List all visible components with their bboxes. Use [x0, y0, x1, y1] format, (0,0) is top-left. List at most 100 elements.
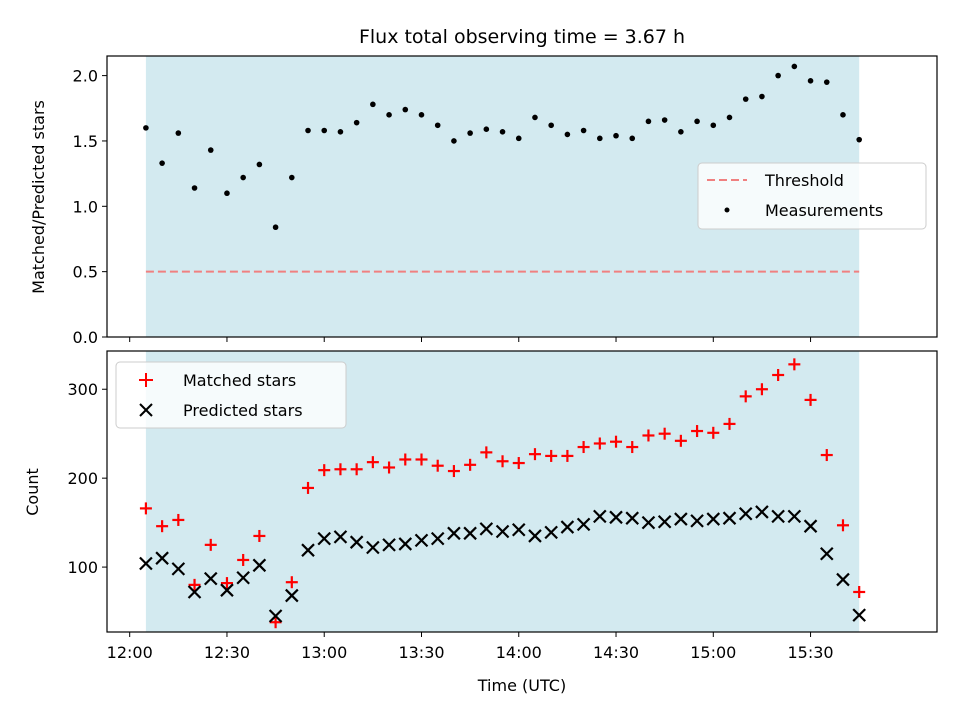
measurement-point	[337, 129, 344, 135]
matched-star-point	[366, 456, 379, 469]
matched-star-point	[642, 429, 655, 442]
matched-star-point	[755, 383, 768, 396]
predicted-star-point	[771, 509, 785, 524]
predicted-star-point	[382, 538, 396, 552]
measurement-point	[580, 127, 587, 134]
x-tick-label: 14:00	[496, 643, 542, 662]
matched-star-point	[237, 553, 250, 566]
matched-star-point	[561, 449, 574, 462]
predicted-star-point	[495, 524, 510, 539]
measurement-point	[224, 190, 230, 197]
matched-star-point	[820, 449, 833, 462]
predicted-star-point	[333, 530, 348, 544]
measurement-point	[143, 125, 149, 131]
predicted-star-point	[349, 535, 364, 549]
measurement-point	[710, 122, 717, 129]
predicted-stars-points	[139, 505, 866, 623]
x-tick-label: 12:30	[204, 643, 250, 662]
predicted-star-point	[187, 585, 202, 599]
top-x-tick-marks	[129, 337, 812, 342]
top-panel: Flux total observing time = 3.67 h 0.00.…	[29, 26, 938, 347]
bottom-panel: 100 200 300 12:00 12:30 13:00 13:30 14:00 14:30…	[23, 350, 938, 695]
x-axis-label: Time (UTC)	[477, 676, 566, 695]
measurement-point	[678, 129, 684, 135]
predicted-star-point	[544, 525, 558, 540]
matched-star-point	[528, 448, 541, 461]
measurement-point	[726, 114, 733, 121]
matched-star-point	[626, 441, 639, 454]
bottom-y-tick-label: 300	[67, 380, 98, 399]
measurements-legend-label: Measurements	[765, 201, 883, 220]
matched-star-point	[512, 457, 525, 470]
matched-star-point	[334, 463, 347, 476]
matched-star-point	[674, 434, 687, 447]
measurement-point	[645, 118, 652, 125]
predicted-star-point	[366, 540, 380, 555]
measurement-point	[402, 106, 409, 113]
predicted-star-point	[155, 551, 169, 565]
measurement-point	[289, 174, 295, 181]
predicted-star-point	[706, 512, 721, 526]
bottom-y-axis-label: Count	[23, 468, 42, 516]
bottom-legend: Matched stars Predicted stars	[115, 361, 347, 429]
measurement-points	[143, 63, 862, 231]
predicted-star-point	[511, 522, 526, 537]
matched-star-point	[172, 513, 185, 526]
x-tick-label: 15:00	[690, 643, 736, 662]
matched-star-point	[658, 427, 671, 440]
matched-star-point	[139, 502, 152, 515]
matched-legend-label: Matched stars	[183, 371, 296, 390]
measurement-point	[483, 126, 490, 132]
matched-star-point	[415, 453, 428, 466]
measurement-point	[791, 63, 798, 70]
chart-title: Flux total observing time = 3.67 h	[359, 26, 685, 48]
matched-star-point	[772, 369, 785, 382]
matched-star-point	[723, 417, 736, 430]
predicted-star-point	[674, 512, 688, 526]
matched-star-point	[610, 435, 623, 448]
top-y-ticks: 0.0 0.5 1.0 1.5 2.0	[73, 67, 107, 347]
predicted-star-point	[690, 514, 704, 528]
matched-star-point	[447, 465, 460, 478]
matched-star-point	[302, 481, 315, 494]
bottom-y-tick-label: 100	[67, 558, 98, 577]
predicted-star-point	[738, 506, 753, 521]
predicted-star-point	[398, 537, 413, 551]
predicted-star-point	[819, 546, 834, 561]
predicted-star-point	[722, 511, 737, 525]
predicted-star-point	[625, 511, 640, 525]
measurement-point	[856, 136, 862, 143]
predicted-star-point	[560, 520, 575, 534]
predicted-star-point	[593, 509, 607, 524]
measurement-point	[564, 131, 571, 138]
top-legend-box	[697, 162, 927, 230]
bottom-y-ticks: 100 200 300	[67, 380, 107, 577]
x-tick-label: 12:00	[107, 643, 153, 662]
matched-star-point	[156, 520, 169, 533]
measurement-point	[661, 117, 668, 123]
x-tick-label: 14:30	[593, 643, 639, 662]
matched-star-point	[545, 449, 558, 462]
matched-star-point	[350, 463, 363, 476]
matched-star-point	[804, 393, 817, 406]
matched-star-point	[577, 441, 590, 454]
matched-star-point	[836, 519, 849, 532]
measurement-point	[613, 132, 619, 139]
matched-star-point	[269, 616, 282, 629]
measurement-point	[807, 78, 814, 84]
matched-star-point	[788, 358, 801, 371]
predicted-star-point	[528, 529, 542, 543]
measurement-point	[451, 138, 457, 144]
top-y-tick-label: 0.5	[73, 263, 98, 282]
predicted-star-point	[268, 609, 283, 623]
predicted-star-point	[203, 571, 218, 586]
measurement-point	[418, 112, 425, 118]
measurement-point	[467, 130, 473, 136]
predicted-star-point	[220, 583, 234, 597]
predicted-star-point	[852, 608, 866, 622]
bottom-legend-box	[115, 361, 347, 429]
measurement-point	[694, 118, 700, 125]
matched-star-point	[318, 464, 331, 477]
matched-star-point	[399, 453, 412, 466]
